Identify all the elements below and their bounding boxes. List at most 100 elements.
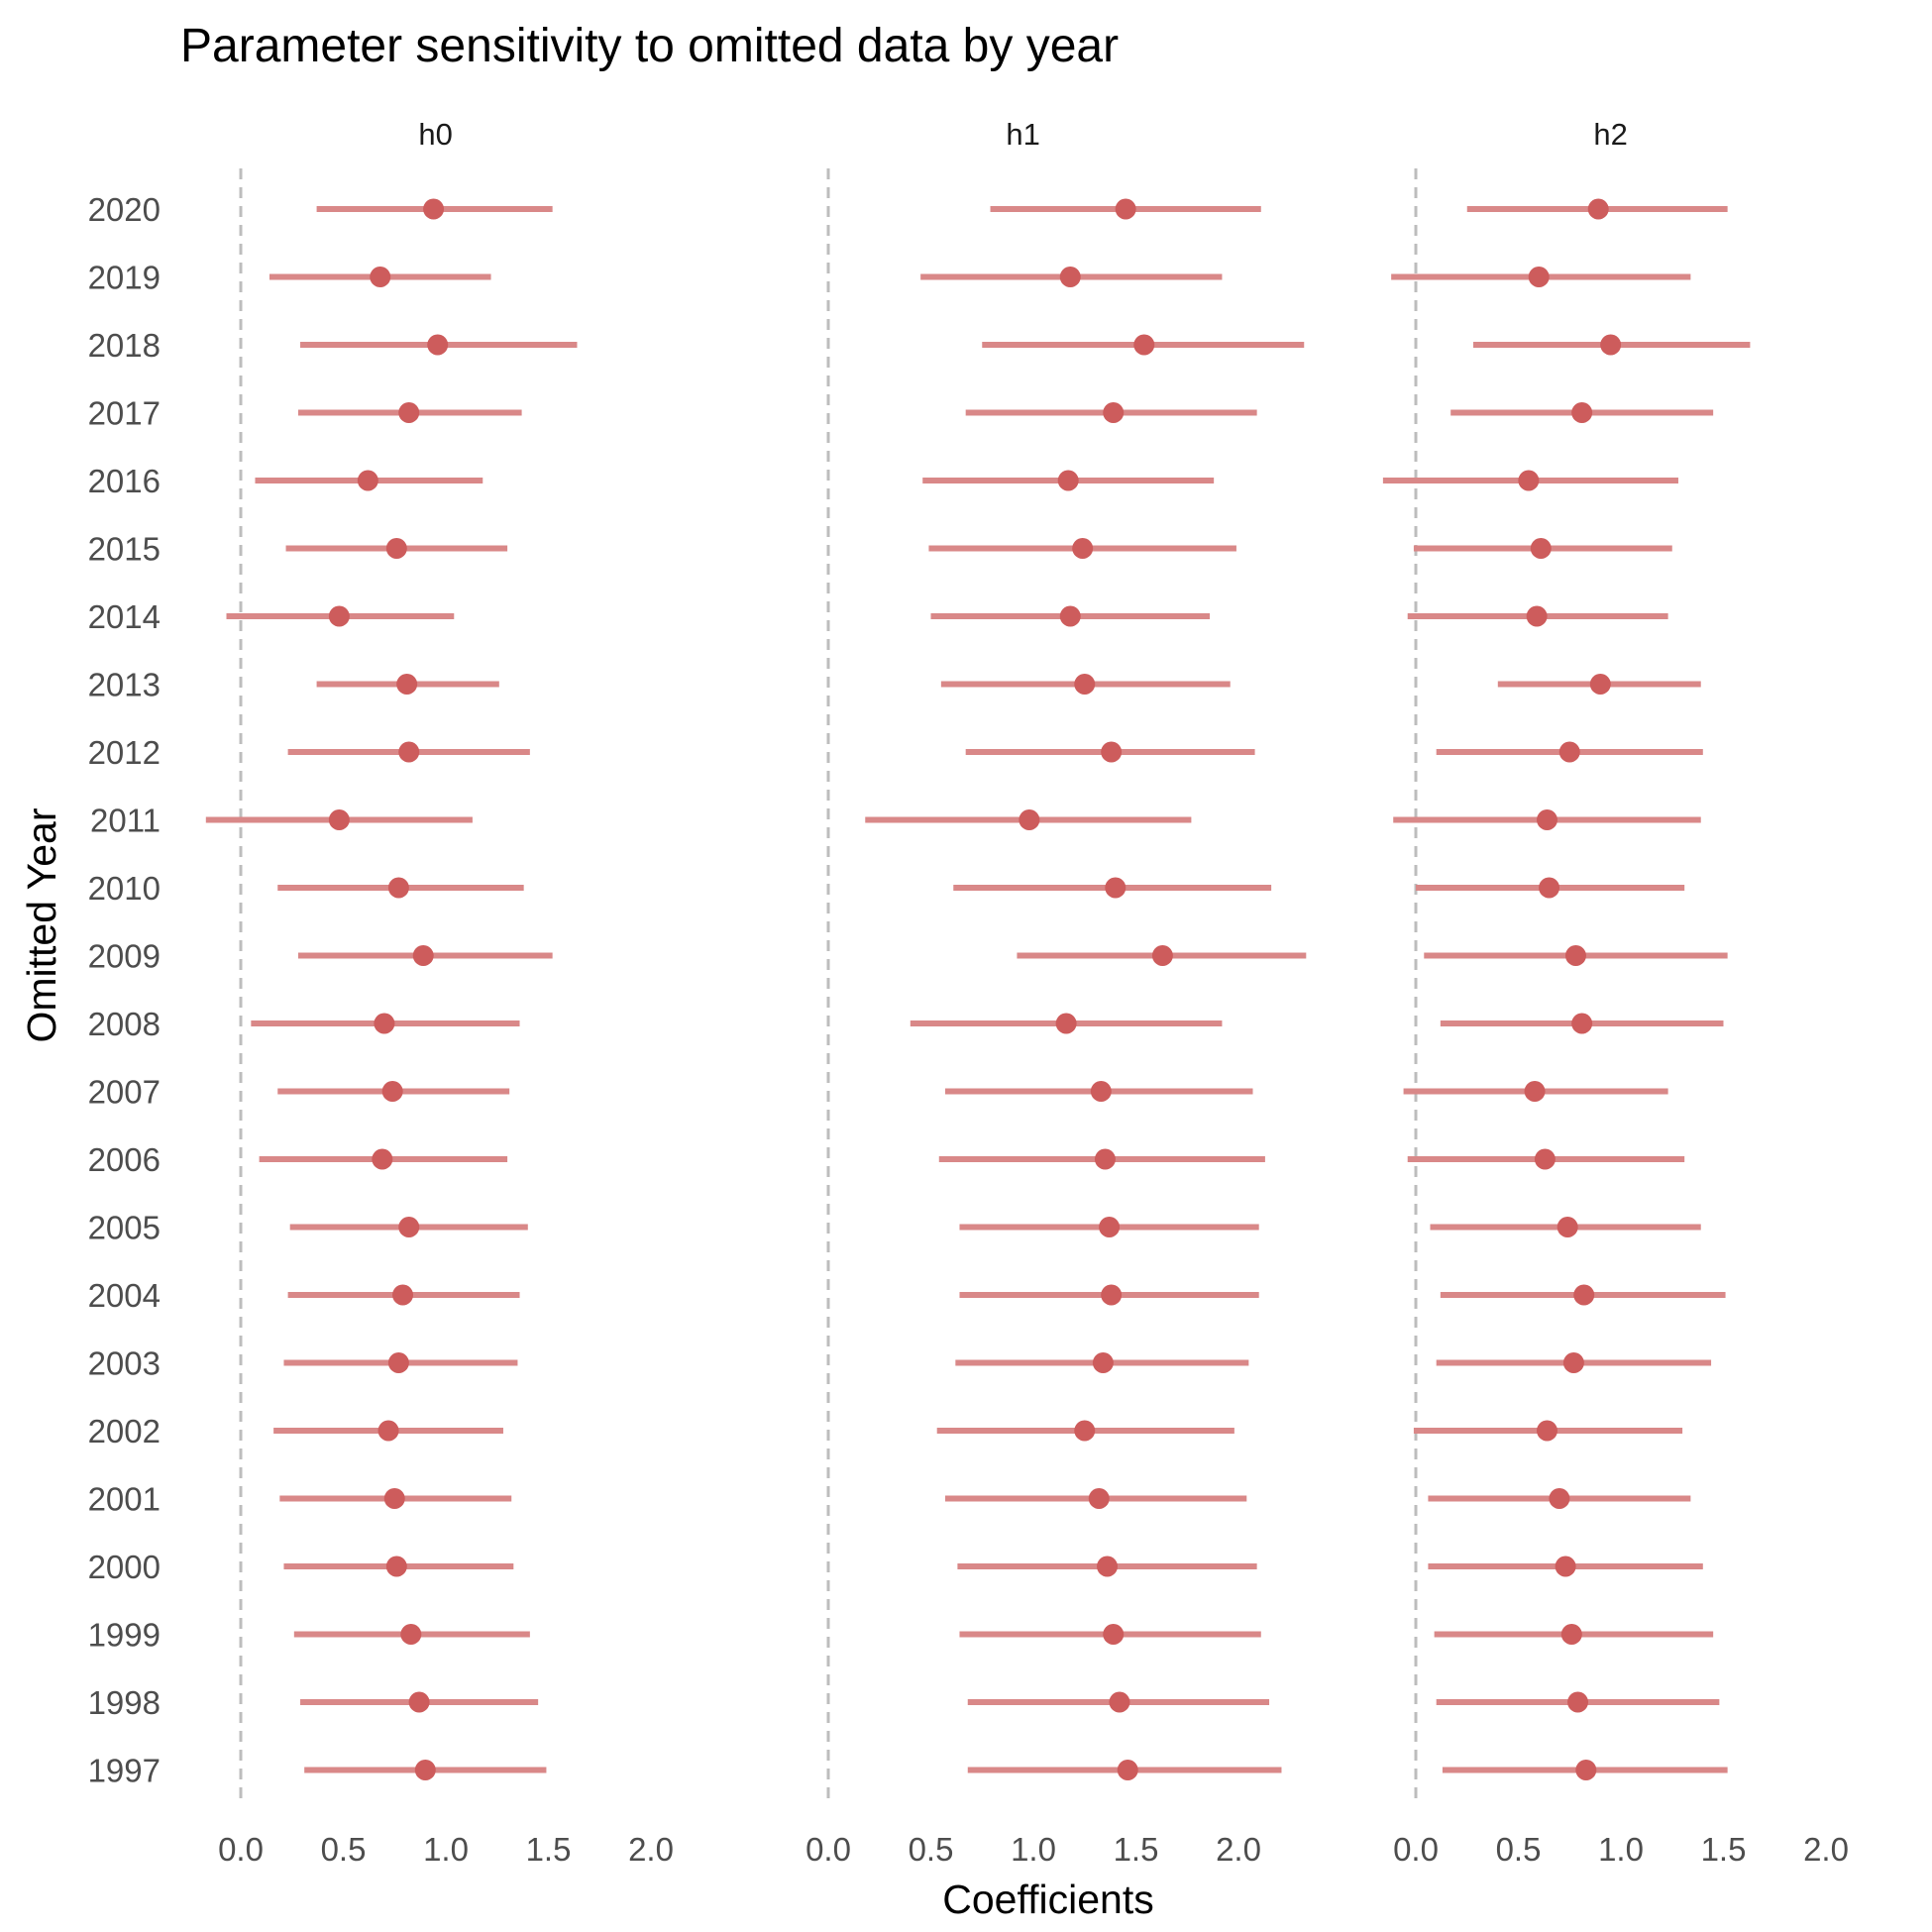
- point-h1-2004: [1101, 1284, 1123, 1306]
- point-h0-2015: [385, 538, 407, 559]
- point-h0-2009: [412, 945, 434, 966]
- point-h1-2007: [1090, 1081, 1112, 1102]
- chart-title: Parameter sensitivity to omitted data by…: [180, 20, 1119, 72]
- point-h2-1998: [1567, 1691, 1589, 1713]
- facet-h0: h0 0.0 0.5 1.0 1.5 2.0: [205, 117, 674, 1868]
- y-tick-label-2008: 2008: [88, 1006, 161, 1042]
- y-tick-label-2020: 2020: [88, 191, 161, 228]
- point-h2-2003: [1562, 1352, 1584, 1373]
- point-h1-1999: [1103, 1624, 1125, 1645]
- y-tick-label-2014: 2014: [88, 598, 161, 635]
- y-axis-labels: 2020 2019 2018 2017 2016 2015 2014 2013 2012 2011…: [88, 191, 161, 1789]
- point-h0-2005: [398, 1217, 420, 1237]
- point-h2-2005: [1556, 1217, 1578, 1237]
- y-tick-label-2010: 2010: [88, 870, 161, 907]
- point-h1-2006: [1094, 1148, 1116, 1170]
- point-h1-2008: [1055, 1013, 1077, 1034]
- point-h1-2013: [1074, 674, 1096, 695]
- point-h1-1997: [1117, 1760, 1138, 1780]
- point-h0-2011: [328, 809, 350, 830]
- y-tick-label-2002: 2002: [88, 1413, 161, 1449]
- point-h2-2004: [1573, 1284, 1595, 1306]
- point-h2-2018: [1600, 334, 1622, 356]
- point-h1-2019: [1059, 267, 1081, 287]
- x-tick-label-h2-1.0: 1.0: [1598, 1831, 1644, 1868]
- y-tick-label-2013: 2013: [88, 667, 161, 703]
- y-tick-label-2009: 2009: [88, 938, 161, 975]
- point-h2-2007: [1524, 1081, 1546, 1102]
- y-axis-title: Omitted Year: [19, 807, 64, 1042]
- point-h2-2000: [1555, 1556, 1576, 1577]
- point-h1-2002: [1074, 1420, 1096, 1442]
- point-h1-2018: [1133, 334, 1155, 356]
- point-h1-2016: [1057, 470, 1079, 491]
- point-h1-2005: [1099, 1217, 1121, 1237]
- point-h1-2009: [1151, 945, 1173, 966]
- point-h1-2001: [1088, 1488, 1110, 1509]
- point-h0-2019: [370, 267, 391, 287]
- x-tick-label-h0-0.5: 0.5: [321, 1831, 367, 1868]
- point-h0-2008: [374, 1013, 395, 1034]
- point-h0-2010: [387, 877, 409, 899]
- y-tick-label-1997: 1997: [88, 1753, 161, 1789]
- point-h2-1997: [1575, 1760, 1597, 1780]
- point-h1-2020: [1115, 198, 1136, 220]
- y-tick-label-2015: 2015: [88, 531, 161, 568]
- x-tick-label-h0-1.5: 1.5: [526, 1831, 572, 1868]
- point-h0-2000: [385, 1556, 407, 1577]
- x-tick-label-h0-0.0: 0.0: [218, 1831, 264, 1868]
- point-h2-1999: [1560, 1624, 1582, 1645]
- point-h2-2014: [1526, 605, 1548, 627]
- point-h0-2013: [396, 674, 418, 695]
- facet-label-h0: h0: [418, 117, 452, 152]
- point-h2-2013: [1589, 674, 1611, 695]
- x-tick-label-h1-0.0: 0.0: [805, 1831, 851, 1868]
- point-h1-2012: [1101, 741, 1123, 763]
- facet-h2: h2 0.0 0.5 1.0 1.5 2.0: [1382, 117, 1849, 1868]
- point-h0-2003: [387, 1352, 409, 1373]
- x-axis-title: Coefficients: [942, 1877, 1153, 1922]
- point-h1-2015: [1072, 538, 1094, 559]
- point-h0-2020: [423, 198, 445, 220]
- point-h0-1997: [414, 1760, 436, 1780]
- point-h0-2001: [383, 1488, 405, 1509]
- y-tick-label-2018: 2018: [88, 327, 161, 364]
- x-tick-label-h0-1.0: 1.0: [423, 1831, 469, 1868]
- y-tick-label-2005: 2005: [88, 1210, 161, 1246]
- y-tick-label-2017: 2017: [88, 395, 161, 432]
- y-tick-label-2011: 2011: [90, 803, 161, 839]
- point-h0-1999: [400, 1624, 422, 1645]
- facet-panels: h0 0.0 0.5 1.0 1.5 2.0 h1 0.0 0.5 1.0 1.5 2.0 h2 0.0 0…: [205, 117, 1849, 1868]
- y-tick-label-2001: 2001: [88, 1481, 161, 1518]
- y-tick-label-2007: 2007: [88, 1074, 161, 1111]
- point-h0-2006: [372, 1148, 393, 1170]
- point-h0-2012: [398, 741, 420, 763]
- point-h2-2020: [1587, 198, 1609, 220]
- point-h1-2000: [1097, 1556, 1119, 1577]
- facet-label-h2: h2: [1593, 117, 1627, 152]
- point-h0-2004: [392, 1284, 414, 1306]
- point-h2-2016: [1518, 470, 1540, 491]
- y-tick-label-2003: 2003: [88, 1345, 161, 1382]
- x-tick-label-h2-1.5: 1.5: [1701, 1831, 1747, 1868]
- point-h1-2014: [1059, 605, 1081, 627]
- point-h1-2017: [1103, 402, 1125, 423]
- y-tick-label-2012: 2012: [88, 734, 161, 771]
- x-tick-label-h1-2.0: 2.0: [1216, 1831, 1261, 1868]
- facet-label-h1: h1: [1006, 117, 1039, 152]
- x-tick-label-h1-1.0: 1.0: [1011, 1831, 1056, 1868]
- point-h2-2015: [1530, 538, 1552, 559]
- point-h2-2017: [1571, 402, 1593, 423]
- x-tick-label-h2-2.0: 2.0: [1803, 1831, 1849, 1868]
- x-tick-label-h1-0.5: 0.5: [909, 1831, 954, 1868]
- x-tick-label-h0-2.0: 2.0: [628, 1831, 674, 1868]
- y-tick-label-2019: 2019: [88, 260, 161, 296]
- point-h0-2002: [377, 1420, 399, 1442]
- y-tick-label-2004: 2004: [88, 1277, 161, 1314]
- point-h2-2002: [1536, 1420, 1557, 1442]
- point-h2-2006: [1534, 1148, 1556, 1170]
- y-tick-label-1998: 1998: [88, 1684, 161, 1721]
- y-tick-label-2006: 2006: [88, 1141, 161, 1178]
- point-h2-2008: [1571, 1013, 1593, 1034]
- point-h1-2003: [1092, 1352, 1114, 1373]
